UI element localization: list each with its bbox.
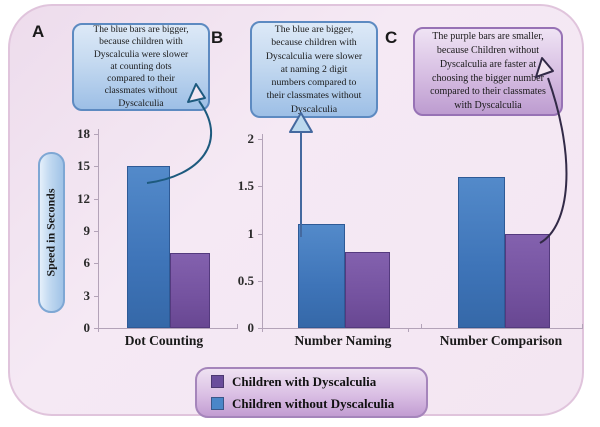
- y-axis-title: Speed in Seconds: [38, 152, 65, 313]
- legend-label: Children with Dyscalculia: [232, 374, 377, 389]
- legend-item-without-dyscalculia: Children without Dyscalculia: [211, 395, 426, 413]
- x-axis-tick: [582, 324, 583, 328]
- y-tick: [94, 166, 98, 168]
- panel-label-c: C: [385, 28, 398, 47]
- y-tick-label: 15: [77, 158, 90, 174]
- y-tick: [258, 139, 262, 140]
- bar-B-without-dyscalculia: [298, 224, 345, 328]
- y-tick: [94, 295, 98, 297]
- y-tick-label: 1: [247, 225, 255, 241]
- x-axis-tick: [408, 328, 409, 332]
- bar-A-with-dyscalculia: [170, 252, 210, 328]
- bar-A-without-dyscalculia: [127, 166, 170, 328]
- x-axis-B: [262, 328, 422, 329]
- bar-C-with-dyscalculia: [505, 233, 550, 328]
- x-axis-tick: [98, 328, 99, 332]
- bar-C-without-dyscalculia: [458, 176, 505, 328]
- y-tick-label: 9: [83, 223, 91, 238]
- callout-number-comparison: The purple bars are smaller, because Chi…: [413, 27, 563, 116]
- legend-item-with-dyscalculia: Children with Dyscalculia: [211, 373, 426, 391]
- x-label-number-comparison: Number Comparison: [439, 333, 563, 348]
- y-axis-B: [262, 134, 263, 328]
- y-tick-label: 0.5: [237, 272, 254, 288]
- callout-dot-counting: The blue bars are bigger, because childr…: [72, 23, 210, 111]
- callout-number-naming: The blue are bigger, because children wi…: [250, 21, 378, 118]
- legend-label: Children without Dyscalculia: [232, 396, 395, 411]
- x-axis-A: [98, 328, 238, 329]
- y-tick: [94, 263, 98, 265]
- y-tick: [94, 328, 98, 329]
- x-axis-C: [408, 328, 583, 329]
- panel-label-a: A: [32, 22, 45, 41]
- y-tick-label: 2: [247, 131, 255, 146]
- figure-canvas: A B C The blue bars are bigger, because …: [8, 4, 584, 418]
- x-axis-tick: [421, 324, 422, 328]
- y-tick-label: 1.5: [237, 178, 254, 194]
- y-tick: [94, 134, 98, 135]
- x-axis-tick: [262, 328, 263, 332]
- x-label-dot-counting: Dot Counting: [124, 333, 204, 348]
- legend-swatch-purple-icon: [211, 375, 224, 388]
- x-label-number-naming: Number Naming: [294, 333, 392, 348]
- y-tick: [258, 328, 262, 329]
- y-tick: [258, 186, 262, 188]
- bar-B-with-dyscalculia: [345, 252, 390, 328]
- y-tick: [94, 198, 98, 200]
- y-tick-label: 0: [247, 320, 255, 335]
- y-tick-label: 3: [83, 287, 91, 303]
- y-tick: [94, 231, 98, 232]
- panel-label-b: B: [211, 28, 224, 47]
- y-axis-A: [98, 129, 99, 328]
- y-tick-label: 18: [77, 126, 90, 141]
- legend: Children with Dyscalculia Children witho…: [195, 367, 428, 418]
- y-tick: [258, 280, 262, 282]
- y-tick-label: 6: [83, 255, 91, 271]
- x-axis-tick: [237, 324, 238, 328]
- y-tick-label: 12: [77, 190, 90, 206]
- y-tick-label: 0: [83, 320, 91, 335]
- legend-swatch-blue-icon: [211, 397, 224, 410]
- y-axis-title-text: Speed in Seconds: [44, 188, 58, 277]
- y-tick: [258, 233, 262, 235]
